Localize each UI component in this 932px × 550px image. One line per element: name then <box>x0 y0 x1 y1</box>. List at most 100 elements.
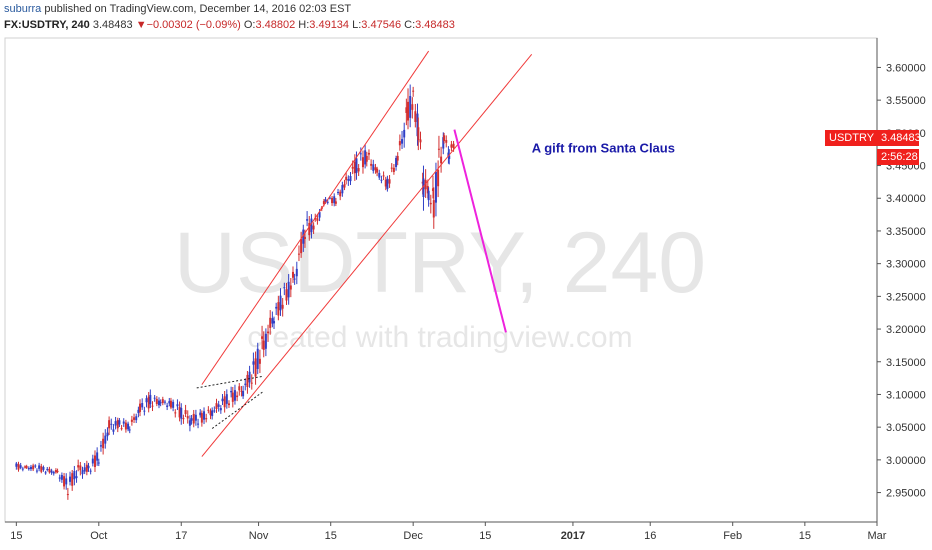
candle-body <box>328 197 331 199</box>
candle-body <box>56 470 59 472</box>
candle-body <box>254 358 257 377</box>
x-tick-label: 15 <box>799 530 811 542</box>
candle-body <box>178 407 181 418</box>
candle-body <box>211 410 214 417</box>
candle-body <box>73 471 76 480</box>
candle-body <box>390 167 393 169</box>
projection-line <box>453 129 507 333</box>
candle-body <box>318 212 321 218</box>
symbol-badge: USDTRY <box>825 130 877 146</box>
channel-lower-line <box>201 54 533 457</box>
candle-body <box>186 416 189 419</box>
candle-body <box>378 172 381 178</box>
y-tick-label: 3.10000 <box>886 389 926 401</box>
candle-body <box>310 218 313 233</box>
price-badge: 3.48483 <box>877 130 921 146</box>
candle-body <box>349 175 352 182</box>
candle-body <box>271 318 274 324</box>
candle-body <box>364 150 367 165</box>
candle-body <box>437 169 440 187</box>
candle-body <box>69 476 72 482</box>
candle-body <box>419 139 422 143</box>
candle-body <box>225 394 228 404</box>
candle-body <box>345 176 348 181</box>
candle-body <box>32 465 35 470</box>
publish-info: suburra published on TradingView.com, De… <box>4 3 351 16</box>
y-tick-label: 3.30000 <box>886 259 926 271</box>
candle-body <box>326 201 329 203</box>
y-tick-label: 3.00000 <box>886 455 926 467</box>
candle-body <box>172 401 175 408</box>
publisher-name[interactable]: suburra <box>4 3 42 15</box>
candle-body <box>65 478 68 485</box>
candle-body <box>141 403 144 408</box>
candle-body <box>42 467 45 470</box>
candle-body <box>40 466 43 472</box>
candle-body <box>17 463 20 470</box>
x-tick-label: Feb <box>723 530 742 542</box>
candle-body <box>130 419 133 422</box>
candle-body <box>361 157 364 168</box>
candle-body <box>19 465 22 468</box>
candle-body <box>23 466 26 468</box>
candle-body <box>347 179 350 181</box>
candle-body <box>380 179 383 181</box>
candle-body <box>337 192 340 194</box>
candle-body <box>448 155 451 160</box>
watermark-credit: created with tradingview.com <box>247 321 632 354</box>
candle-body <box>99 445 102 447</box>
candle-body <box>370 163 373 166</box>
candle-body <box>388 179 391 184</box>
candle-body <box>133 417 136 420</box>
candle-body <box>96 452 99 461</box>
candle-body <box>343 184 346 188</box>
high-value: 3.49134 <box>309 19 350 31</box>
candle-body <box>112 429 115 432</box>
candle-body <box>434 171 437 203</box>
candle-body <box>124 422 127 430</box>
candle-body <box>139 403 142 412</box>
candle-body <box>443 135 446 141</box>
candle-body <box>207 409 210 411</box>
candle-body <box>374 167 377 170</box>
candle-body <box>289 285 292 290</box>
channel-upper-line <box>201 50 430 385</box>
candle-body <box>46 468 49 470</box>
watermark: USDTRY, 240 created with tradingview.com <box>174 215 706 354</box>
candle-body <box>233 390 236 401</box>
price-change: −0.00302 (−0.09%) <box>146 19 241 31</box>
candle-body <box>252 361 255 365</box>
candle-body <box>38 465 41 469</box>
candle-body <box>114 421 117 426</box>
close-label: C: <box>404 19 416 31</box>
y-axis: 3.600003.550003.500003.450003.400003.350… <box>877 62 926 500</box>
candle-body <box>29 466 32 470</box>
candle-body <box>135 416 138 421</box>
candle-body <box>401 139 404 144</box>
candle-body <box>176 404 179 407</box>
candle-body <box>153 397 156 399</box>
candle-body <box>409 95 412 118</box>
candle-body <box>157 400 160 406</box>
candle-body <box>422 178 425 197</box>
candle-body <box>297 253 300 255</box>
candle-body <box>63 476 66 487</box>
candle-body <box>281 304 284 309</box>
candle-body <box>256 348 259 369</box>
x-tick-label: Dec <box>403 530 423 542</box>
candle-body <box>58 477 61 479</box>
candle-body <box>155 398 158 405</box>
candle-body <box>353 161 356 174</box>
y-tick-label: 2.95000 <box>886 488 926 500</box>
y-tick-label: 3.15000 <box>886 357 926 369</box>
candle-body <box>79 465 82 471</box>
candle-body <box>331 197 334 204</box>
candle-body <box>200 413 203 423</box>
candle-body <box>169 400 172 408</box>
candle-body <box>77 465 80 468</box>
candle-body <box>414 111 417 122</box>
candle-body <box>427 190 430 201</box>
x-tick-label: 16 <box>644 530 656 542</box>
candle-body <box>25 466 28 468</box>
